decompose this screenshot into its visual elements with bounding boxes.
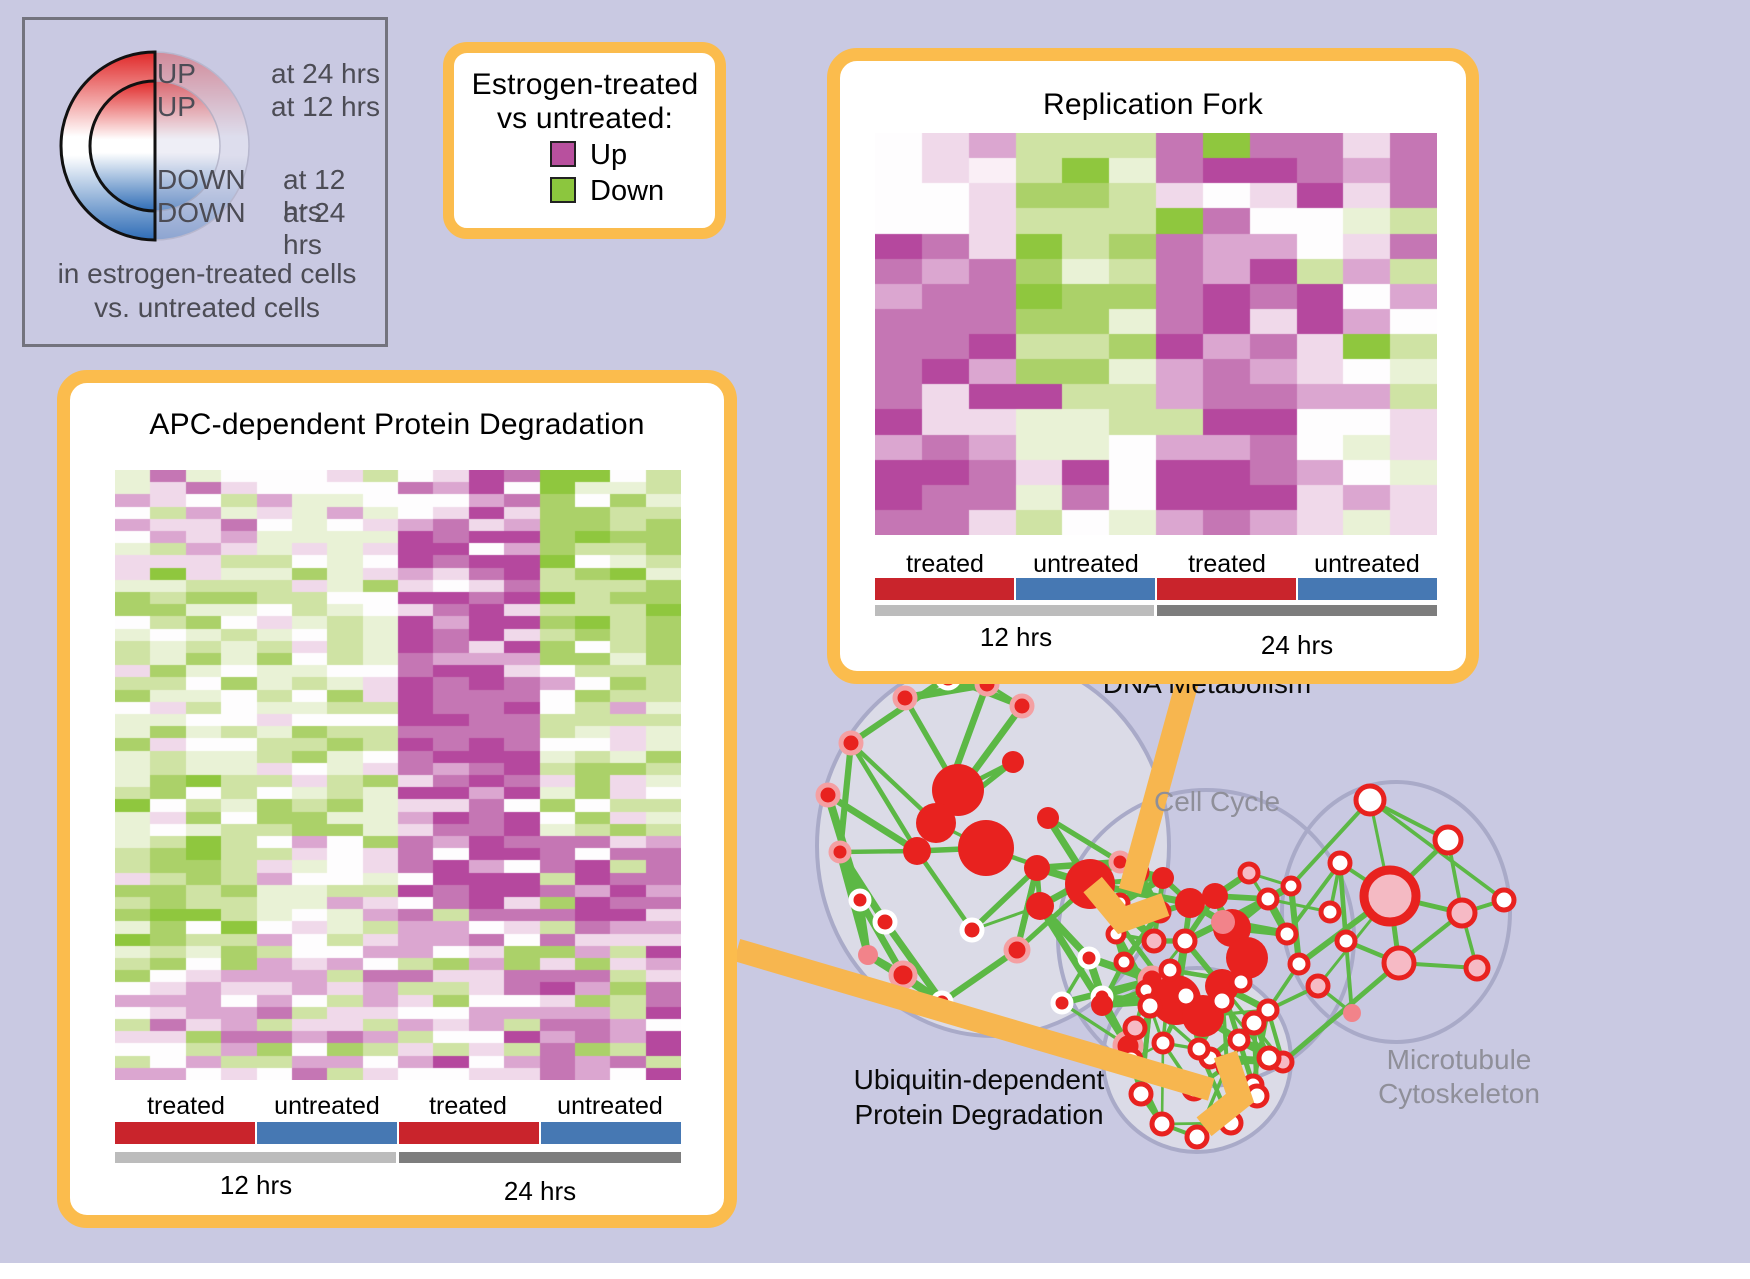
- ring-label-up-outer: UP: [157, 58, 196, 89]
- repfork-12hrs-label: 12 hrs: [979, 622, 1053, 652]
- apc-treated-bar-12h: [115, 1122, 255, 1144]
- ring-time-24-up: at 24 hrs: [271, 58, 380, 89]
- apc-untreated-bar-24h: [541, 1122, 681, 1144]
- apc-untreated-bar-12h: [257, 1122, 397, 1144]
- cluster-label-5: Protein Degradation: [854, 1099, 1104, 1130]
- apc-heatmap: [115, 470, 681, 1080]
- down-color-swatch: [550, 177, 576, 203]
- treated-bar-24h: [1157, 578, 1296, 600]
- ring-legend-box: UP at 24 hrs UP at 12 hrs DOWN at 12 hrs…: [22, 17, 388, 347]
- cluster-label-2: Microtubule: [1386, 1044, 1532, 1075]
- untreated-bar-24h: [1298, 578, 1437, 600]
- up-color-swatch: [550, 141, 576, 167]
- 24hrs-bar: [1157, 605, 1437, 616]
- apc-col-label-1: treated: [147, 1092, 225, 1120]
- repfork-24hrs-label: 24 hrs: [1260, 630, 1334, 660]
- cluster-label-4: Ubiquitin-dependent: [853, 1064, 1105, 1095]
- apc-col-label-3: treated: [429, 1092, 507, 1120]
- untreated-bar-12h: [1016, 578, 1155, 600]
- ring-time-12-up: at 12 hrs: [271, 91, 380, 122]
- ring-footer-line2: vs. untreated cells: [94, 292, 320, 323]
- replication-fork-title: Replication Fork: [1043, 88, 1263, 121]
- ring-label-down-inner: DOWN: [157, 164, 246, 195]
- apc-col-label-4: untreated: [557, 1092, 663, 1120]
- ring-label-down-outer: DOWN: [157, 197, 246, 228]
- legend-item-up: Up: [550, 139, 627, 172]
- down-label: Down: [590, 175, 665, 207]
- repfork-col-label-2: untreated: [1033, 550, 1139, 578]
- apc-title: APC-dependent Protein Degradation: [149, 408, 645, 441]
- apc-treated-bar-24h: [399, 1122, 539, 1144]
- ring-time-12-down: at 12 hrs: [283, 164, 346, 227]
- ring-time-24-down: at 24 hrs: [283, 197, 346, 260]
- 12hrs-bar: [875, 605, 1154, 616]
- ring-footer-line1: in estrogen-treated cells: [57, 258, 357, 289]
- apc-24hrs-bar: [399, 1152, 681, 1163]
- apc-24hrs-label: 24 hrs: [503, 1176, 577, 1206]
- concentric-ring-diagram: [59, 50, 250, 242]
- apc-col-label-2: untreated: [274, 1092, 380, 1120]
- up-label: Up: [590, 139, 628, 171]
- legend-item-down: Down: [550, 175, 664, 208]
- repfork-col-label-4: untreated: [1314, 550, 1420, 578]
- apc-12hrs-bar: [115, 1152, 396, 1163]
- cluster-label-3: Cytoskeleton: [1378, 1078, 1540, 1109]
- repfork-col-label-1: treated: [906, 550, 984, 578]
- ring-label-up-inner: UP: [157, 91, 196, 122]
- treated-bar-12h: [875, 578, 1014, 600]
- cluster-label-1: Cell Cycle: [1153, 786, 1281, 817]
- estrogen-legend-box: Estrogen-treated vs untreated: Up Down: [443, 42, 726, 239]
- estrogen-legend-title-line2: vs untreated:: [496, 102, 674, 135]
- estrogen-legend-title-line1: Estrogen-treated: [471, 68, 699, 101]
- replication-fork-heatmap: [875, 133, 1437, 535]
- apc-12hrs-label: 12 hrs: [219, 1170, 293, 1200]
- figure-bottom-margin: [0, 1263, 1750, 1279]
- repfork-col-label-3: treated: [1188, 550, 1266, 578]
